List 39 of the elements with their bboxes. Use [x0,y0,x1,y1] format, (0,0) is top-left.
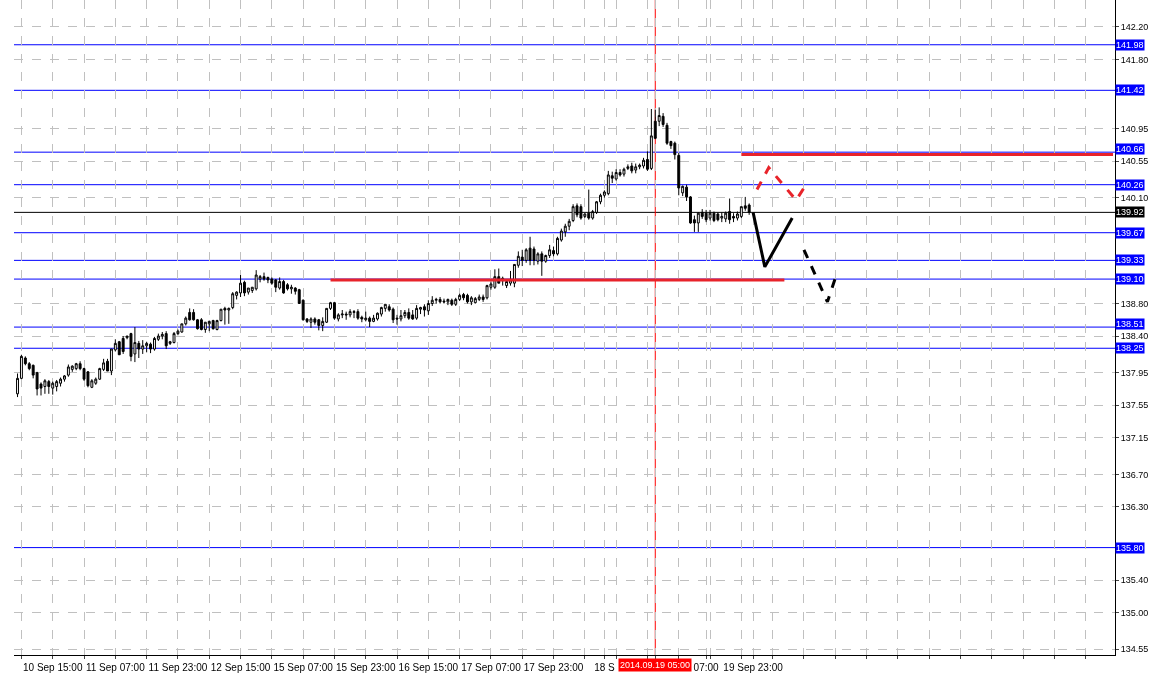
y-tick-label: 137.15 [1120,432,1149,443]
y-tick-label: 140.10 [1120,192,1149,203]
ref-line-label: 139.33 [1116,255,1144,265]
ref-line-label: 138.25 [1116,343,1144,353]
ref-line-label: 139.92 [1116,207,1144,217]
x-tick-label: 2014.09.19 05:00 [620,660,691,670]
y-tick-label: 136.70 [1120,469,1149,480]
y-tick-label: 135.00 [1120,607,1149,618]
x-tick-label: 11 Sep 23:00 [148,662,208,673]
ref-line-label: 135.80 [1116,543,1144,553]
y-tick-label: 140.95 [1120,123,1149,134]
x-tick-label: 12 Sep 15:00 [210,662,271,673]
y-tick-label: 136.30 [1120,502,1149,513]
ref-line-label: 141.42 [1116,85,1144,95]
ref-line-label: 140.66 [1116,144,1144,154]
ref-line-label: 139.67 [1116,228,1144,238]
y-tick-label: 140.55 [1120,156,1149,167]
ref-line-label: 141.98 [1116,40,1144,50]
x-tick-label: 17 Sep 23:00 [523,662,584,673]
x-tick-label: 18 S [594,662,616,673]
x-tick-label: 15 Sep 07:00 [273,662,334,673]
ref-line-label: 139.10 [1116,274,1144,284]
ref-line-label: 140.26 [1116,180,1144,190]
y-tick-label: 134.55 [1120,644,1149,655]
y-tick-label: 138.40 [1120,331,1149,342]
y-tick-label: 141.80 [1120,54,1149,65]
x-tick-label: 11 Sep 07:00 [85,662,146,673]
x-tick-label: 10 Sep 15:00 [22,662,83,673]
ref-line-label: 138.51 [1116,319,1144,329]
y-tick-label: 142.20 [1120,22,1149,32]
y-tick-label: 137.55 [1120,400,1149,411]
x-tick-label: 16 Sep 15:00 [398,662,459,673]
x-tick-label: 19 Sep 23:00 [723,662,784,673]
x-tick-label: 07:00 [693,662,720,673]
y-tick-label: 137.95 [1120,367,1149,378]
x-tick-label: 17 Sep 07:00 [461,662,522,673]
y-tick-label: 135.40 [1120,575,1149,586]
y-tick-label: 138.80 [1120,298,1149,309]
x-tick-label: 15 Sep 23:00 [335,662,396,673]
